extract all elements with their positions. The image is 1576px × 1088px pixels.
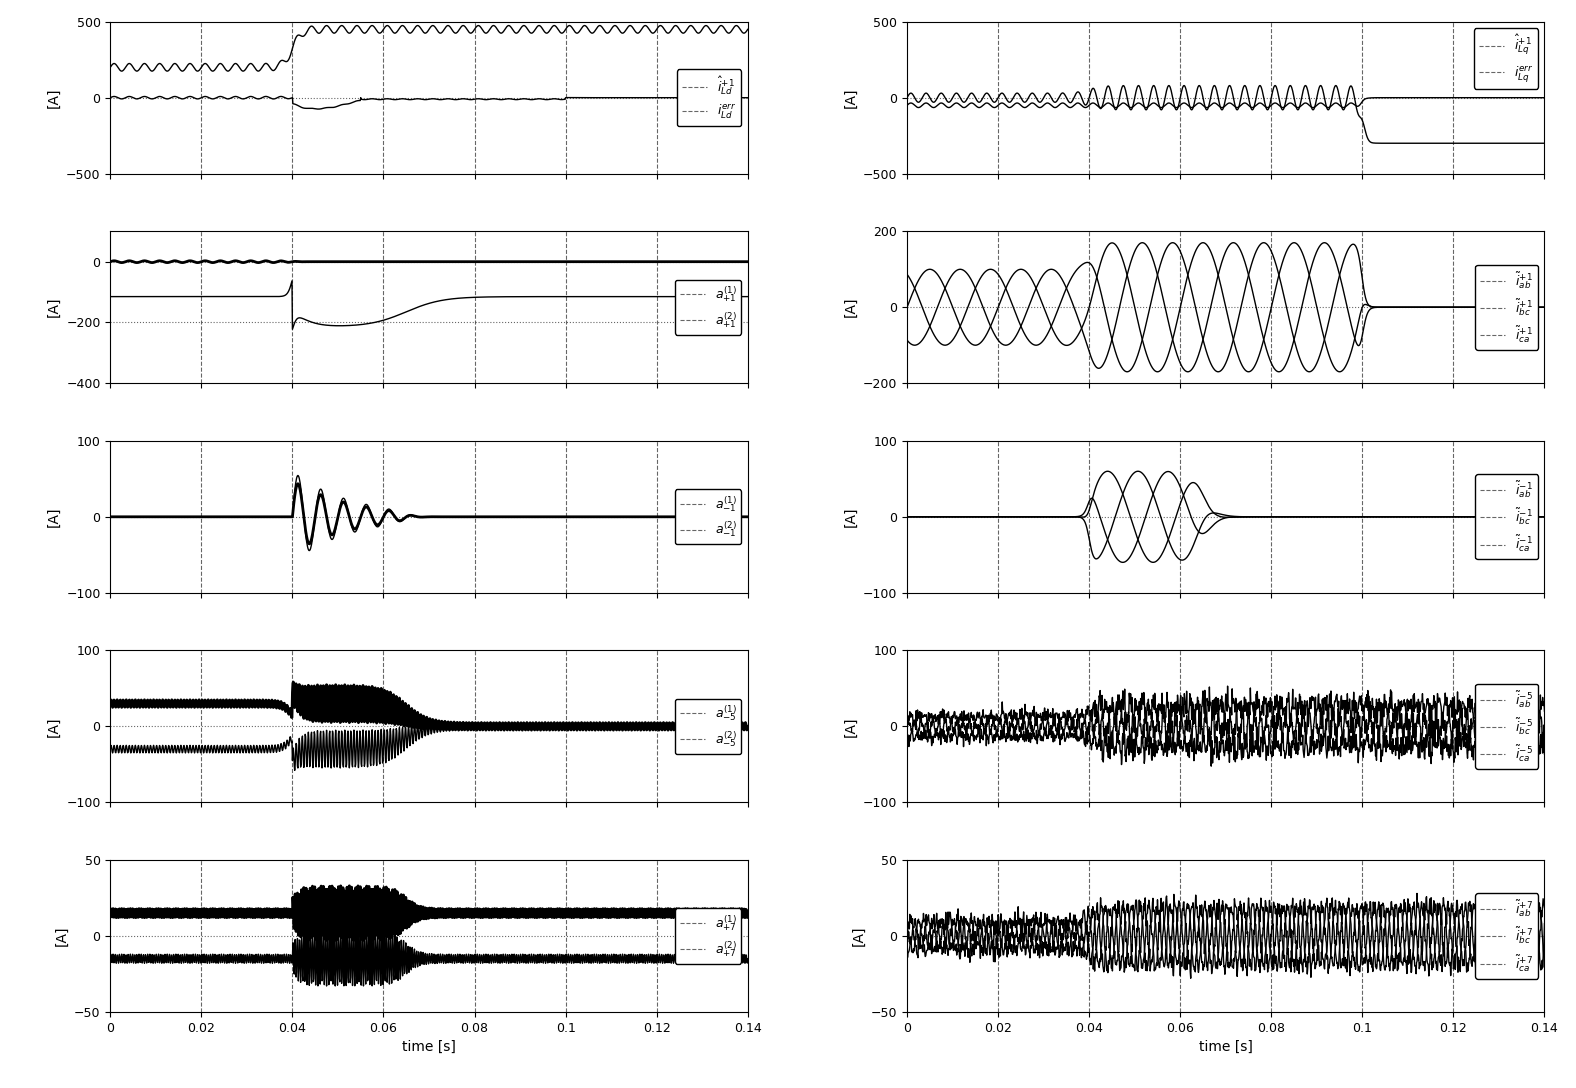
Legend: $a_{+7}^{(1)}$, $a_{+7}^{(2)}$: $a_{+7}^{(1)}$, $a_{+7}^{(2)}$ <box>675 908 741 964</box>
Y-axis label: [A]: [A] <box>47 87 60 108</box>
Legend: $a_{+1}^{(1)}$, $a_{+1}^{(2)}$: $a_{+1}^{(1)}$, $a_{+1}^{(2)}$ <box>675 280 741 335</box>
Legend: $\tilde{i}_{ab}^{-1}$, $\tilde{i}_{bc}^{-1}$, $\tilde{i}_{ca}^{-1}$: $\tilde{i}_{ab}^{-1}$, $\tilde{i}_{bc}^{… <box>1475 474 1538 559</box>
Y-axis label: [A]: [A] <box>47 716 60 737</box>
Y-axis label: [A]: [A] <box>843 87 857 108</box>
Y-axis label: [A]: [A] <box>47 507 60 527</box>
Legend: $\tilde{i}_{ab}^{+1}$, $\tilde{i}_{bc}^{+1}$, $\tilde{i}_{ca}^{+1}$: $\tilde{i}_{ab}^{+1}$, $\tilde{i}_{bc}^{… <box>1475 264 1538 350</box>
Y-axis label: [A]: [A] <box>47 297 60 318</box>
Y-axis label: [A]: [A] <box>843 507 857 527</box>
Legend: $\tilde{i}_{ab}^{-5}$, $\tilde{i}_{bc}^{-5}$, $\tilde{i}_{ca}^{-5}$: $\tilde{i}_{ab}^{-5}$, $\tilde{i}_{bc}^{… <box>1475 683 1538 769</box>
Legend: $\hat{i}_{Lq}^{+1}$, $i_{Lq}^{err}$: $\hat{i}_{Lq}^{+1}$, $i_{Lq}^{err}$ <box>1474 28 1538 88</box>
X-axis label: time [s]: time [s] <box>402 1040 455 1054</box>
Legend: $a_{-5}^{(1)}$, $a_{-5}^{(2)}$: $a_{-5}^{(1)}$, $a_{-5}^{(2)}$ <box>675 698 741 754</box>
X-axis label: time [s]: time [s] <box>1199 1040 1253 1054</box>
Legend: $\tilde{i}_{ab}^{+7}$, $\tilde{i}_{bc}^{+7}$, $\tilde{i}_{ca}^{+7}$: $\tilde{i}_{ab}^{+7}$, $\tilde{i}_{bc}^{… <box>1475 893 1538 978</box>
Y-axis label: [A]: [A] <box>851 926 865 947</box>
Y-axis label: [A]: [A] <box>55 926 68 947</box>
Legend: $\hat{i}_{Ld}^{+1}$, $i_{Ld}^{err}$: $\hat{i}_{Ld}^{+1}$, $i_{Ld}^{err}$ <box>678 70 741 126</box>
Y-axis label: [A]: [A] <box>843 716 857 737</box>
Y-axis label: [A]: [A] <box>843 297 857 318</box>
Legend: $a_{-1}^{(1)}$, $a_{-1}^{(2)}$: $a_{-1}^{(1)}$, $a_{-1}^{(2)}$ <box>675 490 741 544</box>
